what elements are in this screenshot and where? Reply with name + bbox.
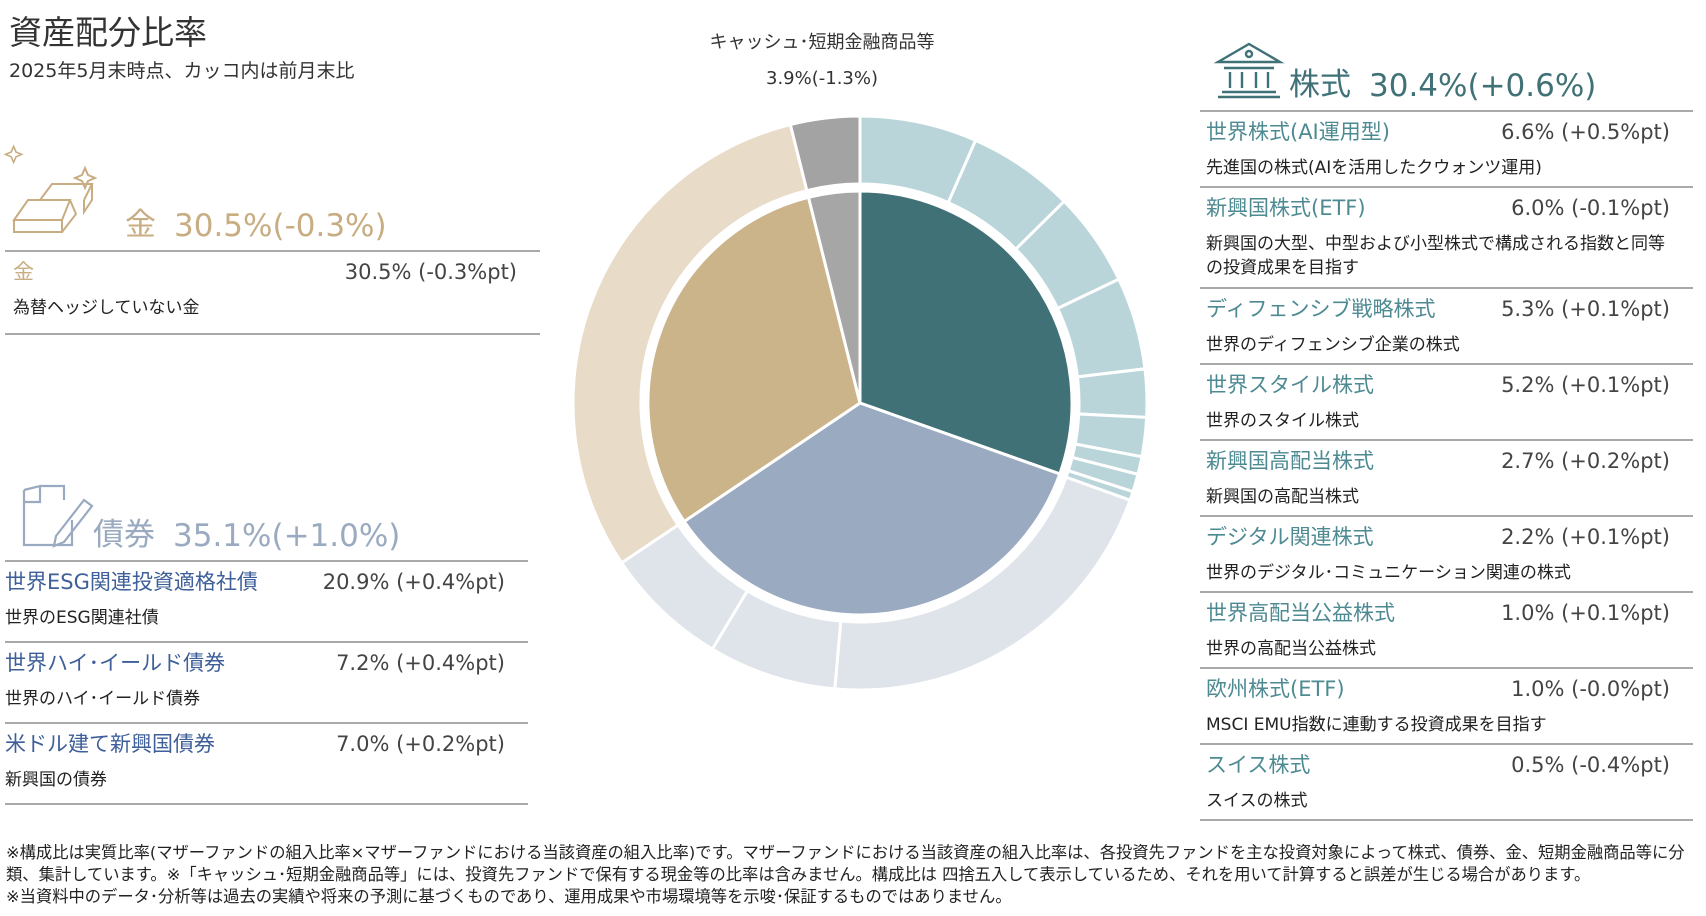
item-value-label: 5.2% (+0.1%pt) xyxy=(1501,373,1670,397)
item-row: 米ドル建て新興国債券 7.0% (+0.2%pt) xyxy=(5,730,505,758)
item-value-label: 7.2% (+0.4%pt) xyxy=(336,651,505,675)
notes: ※構成比は実質比率(マザーファンドの組入比率×マザーファンドにおける当該資産の組… xyxy=(6,842,1706,908)
group-header: 債券 35.1%(+1.0%) xyxy=(5,510,528,562)
legend-item: 欧州株式(ETF) 1.0% (-0.0%pt) MSCI EMU指数に連動する投資… xyxy=(1200,669,1693,745)
legend-item: 世界ハイ･イールド債券 7.2% (+0.4%pt) 世界のハイ･イールド債券 xyxy=(5,643,528,724)
item-description: 世界のスタイル株式 xyxy=(1206,411,1359,431)
group-value-label: 30.5%(-0.3%) xyxy=(174,208,387,244)
group-header: 株式 30.4%(+0.6%) xyxy=(1200,60,1693,112)
item-value-label: 0.5% (-0.4%pt) xyxy=(1511,753,1670,777)
legend-item: 世界ESG関連投資適格社債 20.9% (+0.4%pt) 世界のESG関連社債 xyxy=(5,562,528,643)
item-row: 欧州株式(ETF) 1.0% (-0.0%pt) xyxy=(1206,675,1670,703)
item-value-label: 5.3% (+0.1%pt) xyxy=(1501,297,1670,321)
legend-item: 世界株式(AI運用型) 6.6% (+0.5%pt) 先進国の株式(AIを活用したク… xyxy=(1200,112,1693,188)
item-value-label: 7.0% (+0.2%pt) xyxy=(336,732,505,756)
gold-icon xyxy=(3,144,98,233)
item-name: 世界株式(AI運用型) xyxy=(1206,120,1390,144)
inner-segment xyxy=(806,189,862,404)
item-row: ディフェンシブ戦略株式 5.3% (+0.1%pt) xyxy=(1206,295,1670,323)
item-name: ディフェンシブ戦略株式 xyxy=(1206,297,1436,321)
stock-icon xyxy=(1213,42,1285,99)
item-description: 世界のディフェンシブ企業の株式 xyxy=(1206,335,1460,355)
item-row: 世界ESG関連投資適格社債 20.9% (+0.4%pt) xyxy=(5,568,505,596)
item-row: 新興国株式(ETF) 6.0% (-0.1%pt) xyxy=(1206,194,1670,222)
legend-panel: 金 30.5%(-0.3%) 金 30.5% (-0.3%pt) 為替ヘッジしていない金 xyxy=(5,200,540,335)
item-description: 世界の高配当公益株式 xyxy=(1206,639,1376,659)
item-description: 新興国の高配当株式 xyxy=(1206,487,1359,507)
title: 資産配分比率 xyxy=(9,13,207,52)
item-value-label: 2.7% (+0.2%pt) xyxy=(1501,449,1670,473)
item-name: 新興国株式(ETF) xyxy=(1206,196,1366,220)
inner-segment xyxy=(646,195,862,524)
item-value-label: 30.5% (-0.3%pt) xyxy=(344,260,517,284)
item-value-label: 1.0% (-0.0%pt) xyxy=(1511,677,1670,701)
legend-panel: 債券 35.1%(+1.0%) 世界ESG関連投資適格社債 20.9% (+0.4%p… xyxy=(5,510,528,805)
group-header: 金 30.5%(-0.3%) xyxy=(5,200,540,252)
group-name: 株式 xyxy=(1289,67,1351,103)
item-row: スイス株式 0.5% (-0.4%pt) xyxy=(1206,751,1670,779)
item-row: 世界ハイ･イールド債券 7.2% (+0.4%pt) xyxy=(5,649,505,677)
item-description: スイスの株式 xyxy=(1206,791,1308,811)
group-value-label: 30.4%(+0.6%) xyxy=(1369,68,1597,104)
item-name: スイス株式 xyxy=(1206,753,1311,777)
item-row: 世界株式(AI運用型) 6.6% (+0.5%pt) xyxy=(1206,118,1670,146)
item-name: 米ドル建て新興国債券 xyxy=(5,732,215,756)
group-value-label: 35.1%(+1.0%) xyxy=(173,518,401,554)
legend-item: ディフェンシブ戦略株式 5.3% (+0.1%pt) 世界のディフェンシブ企業の株式 xyxy=(1200,289,1693,365)
legend-item: 新興国高配当株式 2.7% (+0.2%pt) 新興国の高配当株式 xyxy=(1200,441,1693,517)
legend-item: 金 30.5% (-0.3%pt) 為替ヘッジしていない金 xyxy=(5,252,540,335)
legend-item: スイス株式 0.5% (-0.4%pt) スイスの株式 xyxy=(1200,745,1693,821)
legend-item: 世界高配当公益株式 1.0% (+0.1%pt) 世界の高配当公益株式 xyxy=(1200,593,1693,669)
legend-item: 米ドル建て新興国債券 7.0% (+0.2%pt) 新興国の債券 xyxy=(5,724,528,805)
legend-item: デジタル関連株式 2.2% (+0.1%pt) 世界のデジタル･コミュニケーション関… xyxy=(1200,517,1693,593)
item-value-label: 1.0% (+0.1%pt) xyxy=(1501,601,1670,625)
outer-segment xyxy=(788,114,862,193)
item-description: 世界のESG関連社債 xyxy=(5,608,159,628)
item-description: 為替ヘッジしていない金 xyxy=(13,298,200,318)
item-name: 世界スタイル株式 xyxy=(1206,373,1374,397)
item-name: 金 xyxy=(13,260,34,284)
note: ※構成比は実質比率(マザーファンドの組入比率×マザーファンドにおける当該資産の組… xyxy=(6,843,1685,884)
item-name: 世界ハイ･イールド債券 xyxy=(5,651,226,675)
cash-label: キャッシュ･短期金融商品等 xyxy=(710,32,935,53)
item-description: 新興国の債券 xyxy=(5,770,107,790)
item-value-label: 20.9% (+0.4%pt) xyxy=(322,570,505,594)
item-description: 新興国の大型、中型および小型株式で構成される指数と同等の投資成果を目指す xyxy=(1206,234,1665,278)
item-name: 新興国高配当株式 xyxy=(1206,449,1374,473)
legend-item: 新興国株式(ETF) 6.0% (-0.1%pt) 新興国の大型、中型および小型株式… xyxy=(1200,188,1693,289)
item-description: 世界のデジタル･コミュニケーション関連の株式 xyxy=(1206,563,1571,583)
cash-value-label: 3.9%(-1.3%) xyxy=(766,68,878,89)
item-row: 世界スタイル株式 5.2% (+0.1%pt) xyxy=(1206,371,1670,399)
item-description: 世界のハイ･イールド債券 xyxy=(5,689,201,709)
group-name: 金 xyxy=(125,207,156,243)
legend-panel: 株式 30.4%(+0.6%) 世界株式(AI運用型) 6.6% (+0.5%pt) 先… xyxy=(1200,60,1693,821)
inner-segment xyxy=(682,401,1062,617)
group-name: 債券 xyxy=(93,517,155,553)
item-description: 先進国の株式(AIを活用したクウォンツ運用) xyxy=(1206,158,1542,178)
inner-segment xyxy=(858,189,1074,476)
item-row: 新興国高配当株式 2.7% (+0.2%pt) xyxy=(1206,447,1670,475)
subtitle: 2025年5月末時点、カッコ内は前月末比 xyxy=(9,60,355,82)
item-name: 欧州株式(ETF) xyxy=(1206,677,1345,701)
item-row: デジタル関連株式 2.2% (+0.1%pt) xyxy=(1206,523,1670,551)
note: ※当資料中のデータ･分析等は過去の実績や将来の予測に基づくものであり、運用成果や… xyxy=(6,887,1012,906)
item-value-label: 2.2% (+0.1%pt) xyxy=(1501,525,1670,549)
item-description: MSCI EMU指数に連動する投資成果を目指す xyxy=(1206,715,1547,735)
bond-icon xyxy=(22,484,94,548)
item-name: 世界ESG関連投資適格社債 xyxy=(5,570,258,594)
item-row: 世界高配当公益株式 1.0% (+0.1%pt) xyxy=(1206,599,1670,627)
item-row: 金 30.5% (-0.3%pt) xyxy=(13,258,517,286)
legend-item: 世界スタイル株式 5.2% (+0.1%pt) 世界のスタイル株式 xyxy=(1200,365,1693,441)
item-name: デジタル関連株式 xyxy=(1206,525,1374,549)
item-name: 世界高配当公益株式 xyxy=(1206,601,1395,625)
outer-segment xyxy=(1075,367,1149,419)
item-value-label: 6.0% (-0.1%pt) xyxy=(1511,196,1670,220)
item-value-label: 6.6% (+0.5%pt) xyxy=(1501,120,1670,144)
